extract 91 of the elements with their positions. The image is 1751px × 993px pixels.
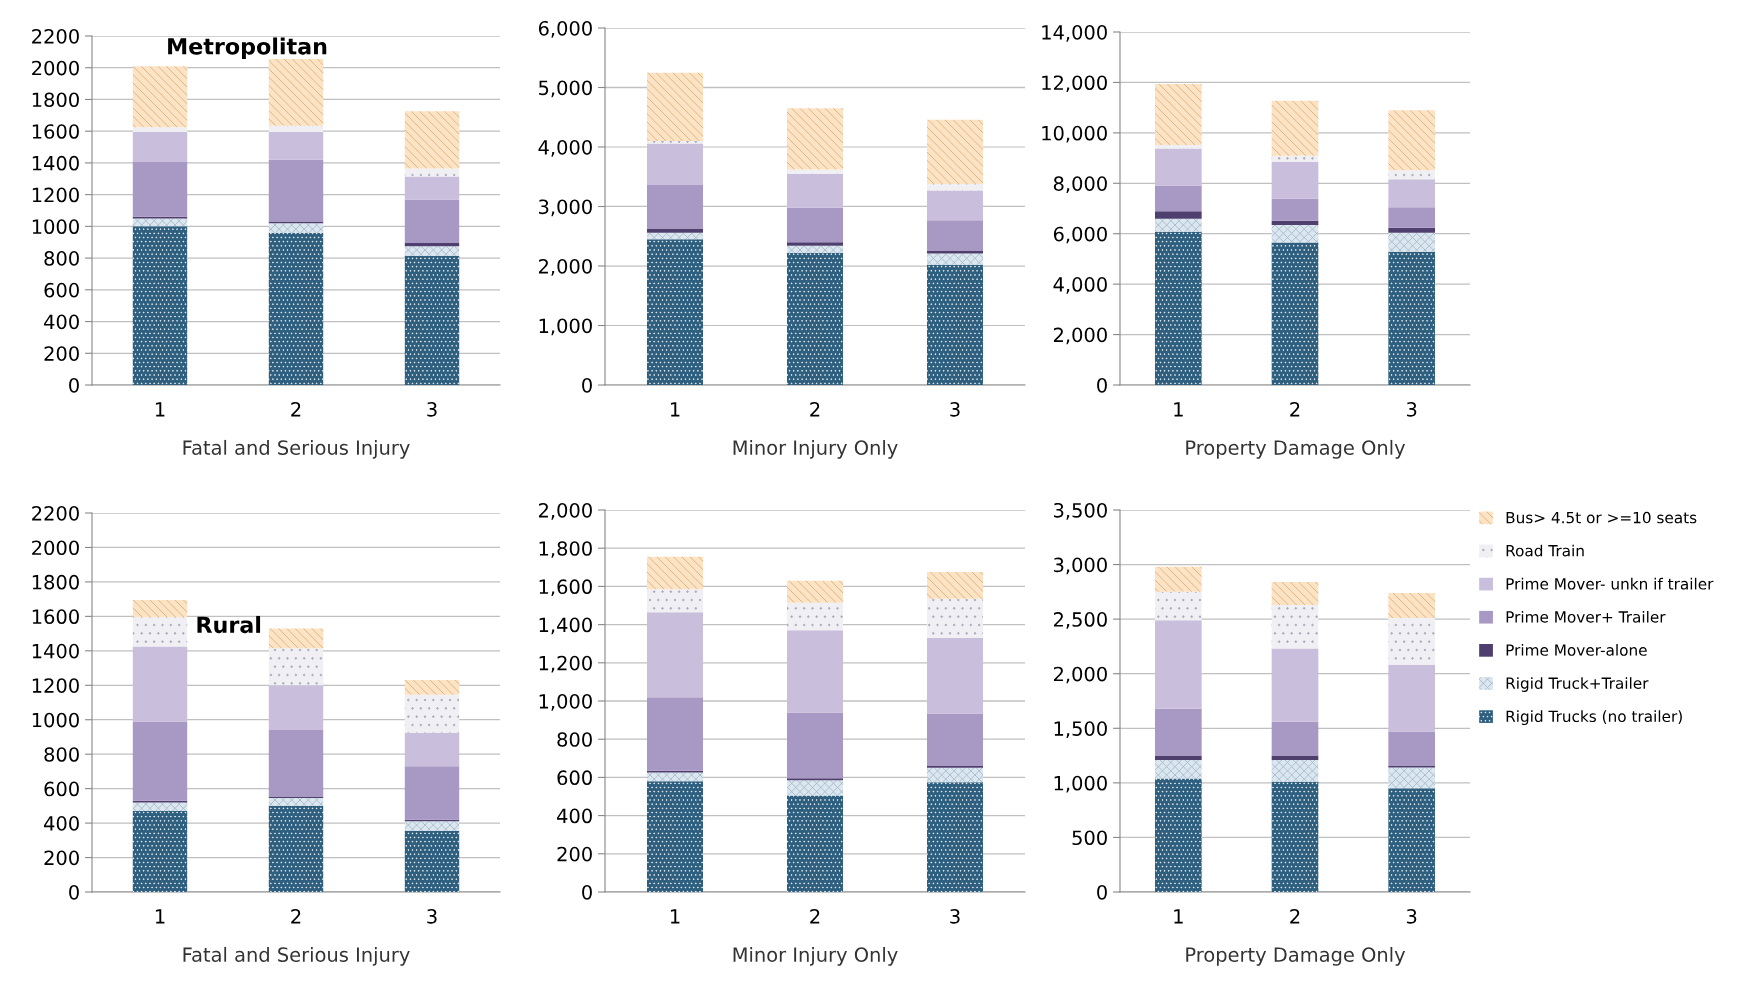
- y-tick-label: 1000: [32, 219, 79, 235]
- x-tick-label: 3: [427, 909, 437, 924]
- y-tick-label: 0: [1097, 884, 1107, 900]
- y-tick-label: 6,000: [538, 20, 592, 38]
- y-tick-label: 1,400: [539, 617, 592, 635]
- y-tick-label: 12,000: [1042, 75, 1107, 93]
- y-tick-label: 200: [44, 346, 79, 361]
- y-tick-label: 3,000: [539, 199, 592, 217]
- y-tick-label: 200: [557, 846, 592, 862]
- legend-label: Rigid Trucks (no trailer): [1506, 710, 1682, 726]
- x-tick-label: 1: [1174, 909, 1183, 924]
- y-tick-label: 400: [44, 314, 79, 330]
- x-tick-label: 2: [291, 909, 301, 924]
- y-tick-label: 0: [69, 377, 79, 393]
- x-axis-title: Fatal and Serious Injury: [183, 439, 410, 459]
- y-tick-label: 2,000: [538, 502, 592, 520]
- y-tick-label: 600: [44, 781, 79, 797]
- x-tick-label: 3: [427, 402, 437, 417]
- x-axis-title: Fatal and Serious Injury: [183, 946, 410, 966]
- y-tick-label: 1,000: [539, 693, 592, 711]
- y-tick-label: 1800: [32, 574, 79, 590]
- y-tick-label: 600: [44, 282, 79, 298]
- x-tick-label: 3: [950, 402, 960, 417]
- y-tick-label: 0: [69, 884, 79, 900]
- legend-label: Prime Mover-alone: [1506, 644, 1647, 656]
- y-tick-label: 400: [44, 816, 79, 831]
- legend-label: Rigid Truck+Trailer: [1506, 677, 1649, 692]
- legend-label: Road Train: [1506, 544, 1584, 557]
- y-tick-label: 1,000: [539, 318, 592, 336]
- y-tick-label: 1800: [32, 92, 79, 108]
- x-tick-label: 2: [810, 402, 820, 417]
- y-tick-label: 1,800: [539, 541, 592, 558]
- y-tick-label: 4,000: [538, 139, 592, 157]
- text: Rural: [197, 615, 261, 634]
- x-tick-label: 2: [1290, 909, 1300, 924]
- x-tick-label: 1: [670, 402, 680, 417]
- legend-label: Bus> 4.5t or >=10 seats: [1506, 511, 1697, 524]
- y-tick-label: 0: [582, 377, 592, 393]
- y-tick-label: 1400: [32, 155, 79, 171]
- y-tick-label: 0: [582, 884, 592, 900]
- legend-label: Prime Mover- unkn if trailer: [1506, 577, 1714, 590]
- y-tick-label: 2200: [32, 28, 79, 44]
- y-tick-label: 1,600: [539, 579, 592, 597]
- y-tick-label: 500: [1072, 830, 1107, 846]
- y-tick-label: 2000: [32, 540, 79, 556]
- y-tick-label: 2,000: [538, 258, 592, 276]
- y-tick-label: 14,000: [1042, 24, 1107, 42]
- y-tick-label: 2,500: [1053, 612, 1107, 629]
- x-tick-label: 1: [155, 909, 165, 924]
- y-tick-label: 1600: [32, 124, 79, 139]
- legend-label: Prime Mover+ Trailer: [1506, 610, 1666, 623]
- x-tick-label: 3: [1406, 402, 1417, 417]
- y-tick-label: 1600: [32, 609, 79, 625]
- x-axis-title: Property Damage Only: [1186, 439, 1406, 459]
- y-tick-label: 2200: [32, 505, 79, 521]
- y-tick-label: 0: [1097, 377, 1107, 393]
- y-tick-label: 800: [557, 732, 592, 747]
- x-tick-label: 2: [1290, 402, 1300, 417]
- x-axis-title: Minor Injury Only: [733, 439, 898, 459]
- y-tick-label: 400: [557, 808, 592, 824]
- y-tick-label: 2,000: [1053, 666, 1107, 684]
- y-tick-label: 4,000: [1053, 277, 1107, 294]
- y-tick-label: 800: [44, 747, 79, 762]
- y-tick-label: 5,000: [539, 80, 592, 98]
- y-tick-label: 3,500: [1054, 502, 1107, 520]
- y-tick-label: 600: [557, 770, 592, 786]
- x-axis-title: Property Damage Only: [1186, 946, 1406, 966]
- x-tick-label: 3: [950, 909, 960, 924]
- y-tick-label: 1200: [32, 678, 79, 693]
- y-tick-label: 8,000: [1053, 176, 1107, 193]
- y-tick-label: 2000: [32, 60, 79, 76]
- y-tick-label: 2,000: [1053, 327, 1107, 345]
- x-tick-label: 3: [1406, 909, 1417, 924]
- x-tick-label: 1: [155, 402, 165, 417]
- chart-title: Metropolitan: [168, 37, 327, 59]
- y-tick-label: 1200: [32, 187, 79, 203]
- y-tick-label: 10,000: [1042, 125, 1107, 143]
- y-tick-label: 6,000: [1053, 226, 1107, 244]
- x-tick-label: 2: [291, 402, 301, 417]
- y-tick-label: 1,000: [1054, 775, 1107, 793]
- x-tick-label: 1: [1174, 402, 1183, 417]
- y-tick-label: 200: [44, 850, 79, 866]
- x-tick-label: 1: [670, 909, 680, 924]
- x-axis-title: Minor Injury Only: [733, 946, 898, 966]
- x-tick-label: 2: [810, 909, 820, 924]
- y-tick-label: 1,200: [539, 655, 592, 673]
- y-tick-label: 1400: [32, 643, 79, 659]
- y-tick-label: 1000: [32, 712, 79, 728]
- y-tick-label: 3,000: [1054, 557, 1107, 575]
- y-tick-label: 1,500: [1054, 721, 1107, 738]
- y-tick-label: 800: [44, 251, 79, 266]
